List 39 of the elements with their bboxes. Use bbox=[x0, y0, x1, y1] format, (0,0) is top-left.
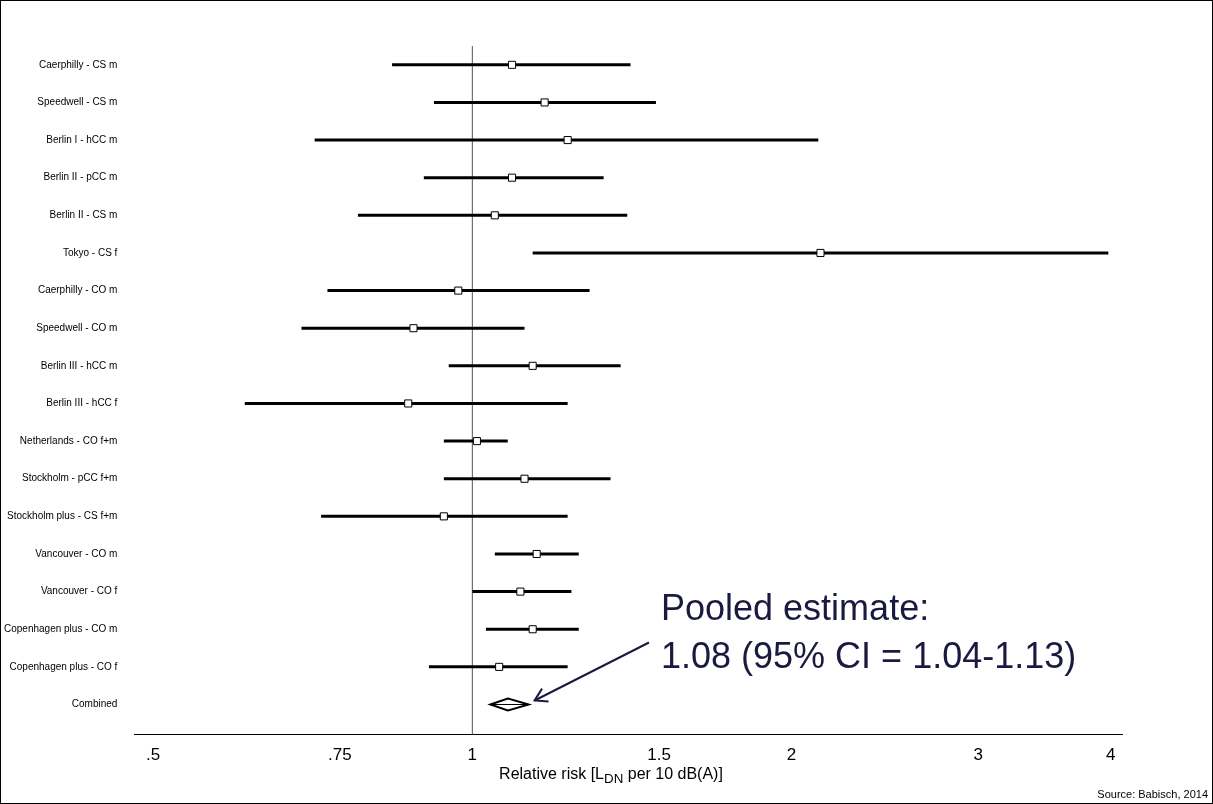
x-tick-label: 3 bbox=[973, 745, 983, 765]
point bbox=[532, 549, 541, 559]
y-tick-label: Berlin II - pCC m bbox=[43, 171, 118, 183]
x-tick-label: 4 bbox=[1105, 745, 1116, 765]
x-tick-label: 2 bbox=[786, 745, 797, 765]
y-tick-label: Vancouver - CO f bbox=[40, 585, 118, 597]
source-note: Source: Babisch, 2014 bbox=[1097, 788, 1208, 800]
x-axis-title: Relative risk [L$_{DN}$ per 10 dB(A)] bbox=[498, 765, 724, 787]
y-tick-label: Netherlands - CO f+m bbox=[19, 434, 118, 446]
x-tick-label: .5 bbox=[146, 745, 161, 765]
y-tick-label: Stockholm plus - CS f+m bbox=[7, 510, 118, 522]
y-tick-label: Berlin II - CS m bbox=[49, 209, 118, 221]
y-tick-label: Tokyo - CS f bbox=[62, 246, 118, 258]
y-tick-label: Copenhagen plus - CO m bbox=[3, 622, 118, 634]
x-tick-label: 1 bbox=[467, 745, 478, 765]
y-tick-label: Stockholm - pCC f+m bbox=[22, 472, 118, 484]
point bbox=[516, 587, 525, 596]
point bbox=[520, 474, 529, 483]
point bbox=[507, 173, 517, 182]
y-tick-label: Berlin I - hCC m bbox=[46, 133, 118, 145]
y-tick-label: Vancouver - CO m bbox=[35, 547, 118, 559]
annotation: Pooled estimate: 1.08 (95% CI = 1.04-1.13) bbox=[661, 587, 1077, 677]
point bbox=[528, 625, 537, 634]
y-tick-label: Copenhagen plus - CO f bbox=[9, 660, 118, 672]
x-tick-label: .75 bbox=[328, 745, 352, 765]
y-tick-label: Caerphilly - CS m bbox=[39, 58, 118, 70]
point bbox=[563, 136, 572, 145]
point bbox=[528, 361, 537, 370]
y-tick-label: Caerphilly - CO m bbox=[37, 284, 118, 296]
y-tick-label: Berlin III - hCC m bbox=[40, 359, 118, 371]
x-tick-label: 1.5 bbox=[647, 745, 671, 765]
point bbox=[507, 60, 517, 69]
point bbox=[540, 98, 549, 107]
point bbox=[495, 662, 504, 671]
y-tick-label: Combined bbox=[71, 698, 118, 710]
y-tick-label: Speedwell - CS m bbox=[37, 96, 118, 108]
y-tick-label: Berlin III - hCC f bbox=[46, 397, 118, 409]
point bbox=[490, 211, 499, 220]
y-tick-label: Speedwell - CO m bbox=[36, 321, 118, 333]
